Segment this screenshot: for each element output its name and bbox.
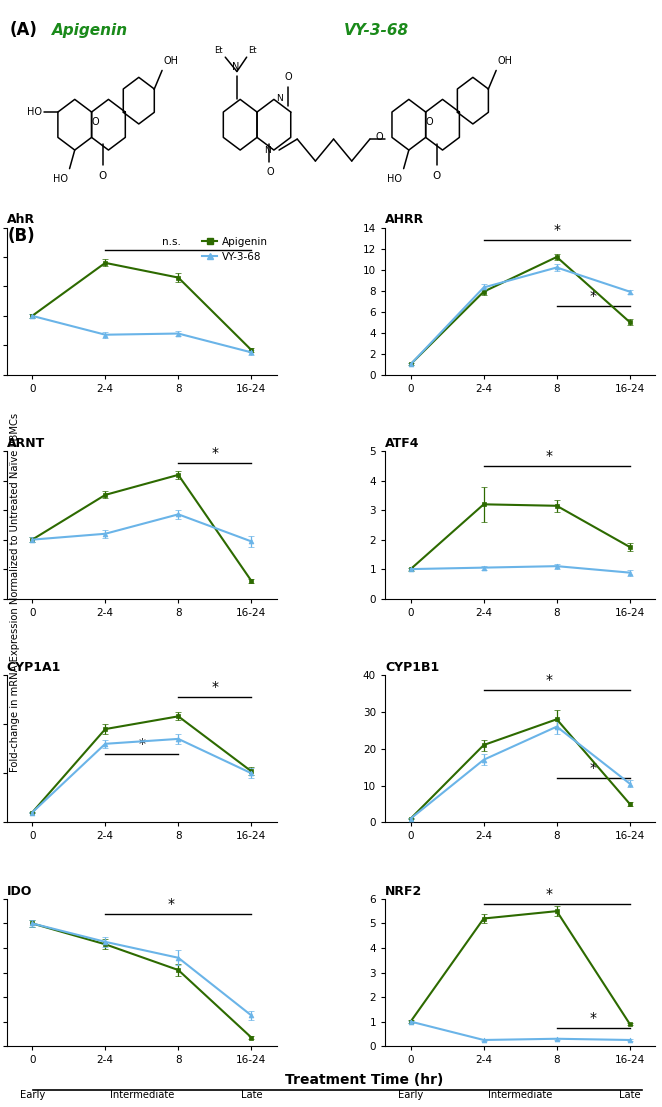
- Text: ATF4: ATF4: [385, 437, 420, 451]
- Text: VY-3-68: VY-3-68: [344, 23, 409, 39]
- Text: Intermediate: Intermediate: [110, 1090, 174, 1100]
- Text: Early: Early: [20, 1090, 45, 1100]
- Text: Et: Et: [214, 45, 222, 54]
- Text: OH: OH: [164, 56, 178, 66]
- Text: *: *: [590, 289, 596, 303]
- Text: O: O: [99, 170, 107, 180]
- Text: *: *: [167, 897, 175, 911]
- Legend: Apigenin, VY-3-68: Apigenin, VY-3-68: [197, 232, 271, 267]
- Text: n.s.: n.s.: [162, 237, 181, 247]
- Text: Early: Early: [398, 1090, 423, 1100]
- Text: O: O: [425, 117, 433, 127]
- Text: (B): (B): [8, 227, 36, 245]
- Text: IDO: IDO: [7, 884, 32, 898]
- Text: *: *: [553, 224, 560, 237]
- Text: N: N: [232, 62, 240, 72]
- Text: *: *: [138, 736, 145, 751]
- Text: Late: Late: [240, 1090, 262, 1100]
- Text: Et: Et: [248, 45, 256, 54]
- Text: Treatment Time (hr): Treatment Time (hr): [285, 1073, 444, 1087]
- Text: O: O: [376, 132, 383, 142]
- Text: *: *: [590, 1011, 596, 1025]
- Text: N: N: [276, 94, 283, 103]
- Text: ARNT: ARNT: [7, 437, 45, 451]
- Text: *: *: [211, 446, 218, 461]
- Text: O: O: [91, 117, 99, 127]
- Text: HO: HO: [53, 174, 68, 184]
- Text: *: *: [590, 762, 596, 775]
- Text: N: N: [265, 146, 271, 155]
- Text: Intermediate: Intermediate: [488, 1090, 552, 1100]
- Text: O: O: [285, 72, 292, 82]
- Text: CYP1B1: CYP1B1: [385, 661, 440, 674]
- Text: OH: OH: [497, 56, 512, 66]
- Text: O: O: [266, 167, 274, 177]
- Text: (A): (A): [10, 21, 38, 39]
- Text: HO: HO: [26, 107, 42, 117]
- Text: AhR: AhR: [7, 214, 34, 226]
- Text: Apigenin: Apigenin: [52, 23, 128, 39]
- Text: Late: Late: [619, 1090, 641, 1100]
- Text: *: *: [546, 673, 553, 686]
- Text: Fold-change in mRNA Expression Normalized to Untreated Naïve PBMCs: Fold-change in mRNA Expression Normalize…: [9, 413, 20, 772]
- Text: *: *: [546, 449, 553, 463]
- Text: NRF2: NRF2: [385, 884, 422, 898]
- Text: CYP1A1: CYP1A1: [7, 661, 61, 674]
- Text: HO: HO: [387, 174, 402, 184]
- Text: *: *: [211, 680, 218, 694]
- Text: O: O: [432, 170, 441, 180]
- Text: *: *: [546, 887, 553, 901]
- Text: AHRR: AHRR: [385, 214, 424, 226]
